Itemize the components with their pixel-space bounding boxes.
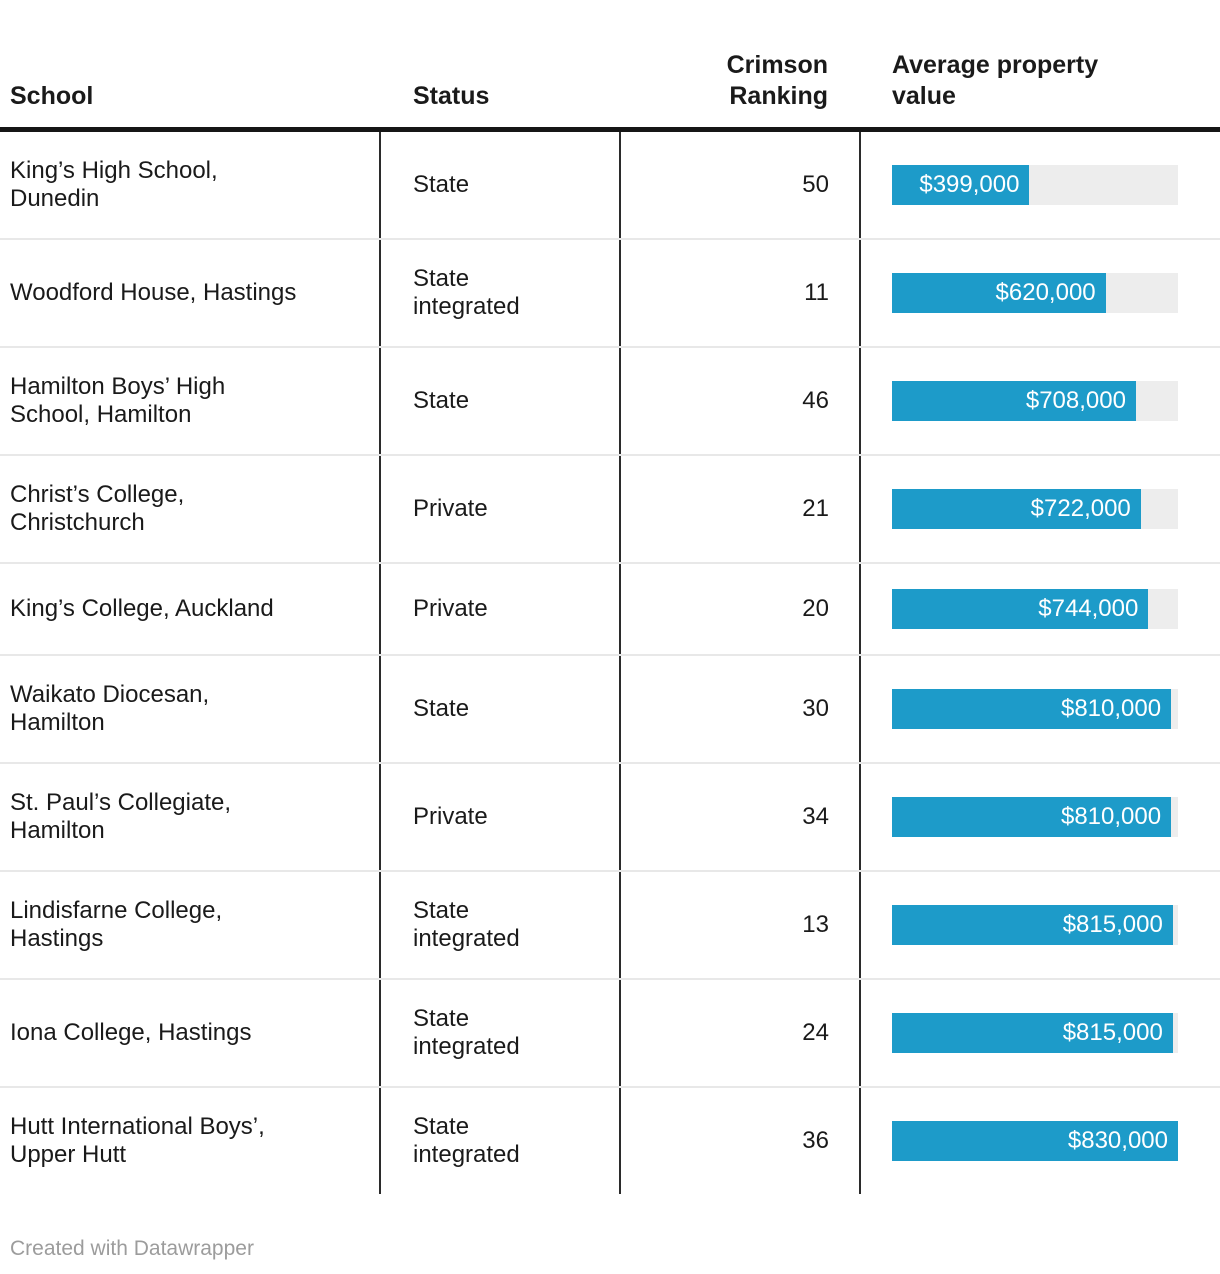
- school-cell: King’s College, Auckland: [10, 595, 274, 622]
- table-row: King’s College, Auckland Private 20 $744,00…: [0, 562, 1220, 654]
- value-cell: $620,000: [859, 240, 1220, 346]
- school-cell: Christ’s College, Christchurch: [10, 481, 185, 536]
- value-bar: $810,000: [892, 689, 1172, 729]
- school-cell: Hamilton Boys’ High School, Hamilton: [10, 373, 226, 428]
- value-bar-label: $708,000: [1025, 387, 1126, 414]
- value-bar-track: $722,000: [892, 489, 1178, 529]
- table-row: Iona College, Hastings State integrated 24…: [0, 978, 1220, 1086]
- ranking-cell: 34: [619, 764, 859, 870]
- value-bar-label: $744,000: [1038, 595, 1139, 622]
- value-bar-label: $620,000: [995, 279, 1096, 306]
- value-bar-track: $810,000: [892, 689, 1178, 729]
- ranking-value: 24: [802, 1019, 829, 1046]
- value-bar-label: $815,000: [1062, 911, 1163, 938]
- table-row: St. Paul’s Collegiate, Hamilton Private 34…: [0, 762, 1220, 870]
- table-row: Waikato Diocesan, Hamilton State 30 $810,00…: [0, 654, 1220, 762]
- value-bar: $744,000: [892, 589, 1149, 629]
- value-bar: $815,000: [892, 1013, 1173, 1053]
- value-bar-track: $399,000: [892, 165, 1178, 205]
- value-cell: $815,000: [859, 980, 1220, 1086]
- school-cell: Hutt International Boys’, Upper Hutt: [10, 1113, 265, 1168]
- status-cell: State integrated: [379, 980, 619, 1086]
- ranking-cell: 13: [619, 872, 859, 978]
- value-cell: $810,000: [859, 764, 1220, 870]
- school-cell: St. Paul’s Collegiate, Hamilton: [10, 789, 232, 844]
- ranking-value: 36: [802, 1127, 829, 1154]
- column-header-value: Average property value: [892, 51, 1099, 110]
- value-cell: $810,000: [859, 656, 1220, 762]
- ranking-cell: 50: [619, 132, 859, 238]
- value-bar: $708,000: [892, 381, 1136, 421]
- table-row: Lindisfarne College, Hastings State integ…: [0, 870, 1220, 978]
- school-cell: Lindisfarne College, Hastings: [10, 897, 223, 952]
- column-header-school: School: [10, 82, 94, 110]
- value-cell: $815,000: [859, 872, 1220, 978]
- status-cell: State: [379, 348, 619, 454]
- value-bar-label: $810,000: [1060, 803, 1162, 830]
- datawrapper-credit-link[interactable]: Created with Datawrapper: [10, 1237, 254, 1260]
- status-cell: Private: [379, 564, 619, 654]
- table-row: Hamilton Boys’ High School, Hamilton Stat…: [0, 346, 1220, 454]
- value-bar: $722,000: [892, 489, 1141, 529]
- value-cell: $830,000: [859, 1088, 1220, 1194]
- value-bar: $815,000: [892, 905, 1173, 945]
- status-cell: Private: [379, 456, 619, 562]
- value-cell: $744,000: [859, 564, 1220, 654]
- table-row: Hutt International Boys’, Upper Hutt Stat…: [0, 1086, 1220, 1194]
- table-row: King’s High School, Dunedin State 50 $399,0…: [0, 132, 1220, 238]
- ranking-value: 30: [802, 695, 829, 722]
- table-body: King’s High School, Dunedin State 50 $399,0…: [0, 132, 1220, 1194]
- value-bar-track: $815,000: [892, 1013, 1178, 1053]
- ranking-cell: 20: [619, 564, 859, 654]
- value-bar-track: $744,000: [892, 589, 1178, 629]
- value-bar: $830,000: [892, 1121, 1178, 1161]
- table-row: Christ’s College, Christchurch Private 21 $…: [0, 454, 1220, 562]
- value-bar-label: $810,000: [1060, 695, 1162, 722]
- ranking-cell: 21: [619, 456, 859, 562]
- table-header-row: School Status Crimson Ranking Average pr…: [0, 0, 1220, 132]
- ranking-cell: 24: [619, 980, 859, 1086]
- column-header-ranking: Crimson Ranking: [726, 51, 828, 110]
- school-cell: Waikato Diocesan, Hamilton: [10, 681, 210, 736]
- table-row: Woodford House, Hastings State integrated…: [0, 238, 1220, 346]
- value-bar: $399,000: [892, 165, 1030, 205]
- ranking-cell: 36: [619, 1088, 859, 1194]
- value-bar: $620,000: [892, 273, 1106, 313]
- ranking-cell: 30: [619, 656, 859, 762]
- value-bar-label: $830,000: [1067, 1127, 1168, 1154]
- value-bar-label: $722,000: [1030, 495, 1131, 522]
- ranking-value: 11: [804, 279, 829, 306]
- ranking-value: 20: [802, 595, 829, 622]
- value-bar: $810,000: [892, 797, 1172, 837]
- ranking-value: 34: [802, 803, 829, 830]
- ranking-value: 13: [802, 911, 829, 938]
- status-cell: State integrated: [379, 1088, 619, 1194]
- value-bar-track: $810,000: [892, 797, 1178, 837]
- ranking-cell: 46: [619, 348, 859, 454]
- value-bar-label: $399,000: [919, 171, 1020, 198]
- value-bar-track: $815,000: [892, 905, 1178, 945]
- value-cell: $399,000: [859, 132, 1220, 238]
- value-bar-track: $830,000: [892, 1121, 1178, 1161]
- value-bar-label: $815,000: [1062, 1019, 1163, 1046]
- school-cell: King’s High School, Dunedin: [10, 157, 218, 212]
- status-cell: State: [379, 132, 619, 238]
- status-cell: Private: [379, 764, 619, 870]
- status-cell: State: [379, 656, 619, 762]
- status-cell: State integrated: [379, 872, 619, 978]
- ranking-value: 46: [802, 387, 829, 414]
- ranking-cell: 11: [619, 240, 859, 346]
- school-cell: Iona College, Hastings: [10, 1019, 252, 1046]
- value-bar-track: $620,000: [892, 273, 1178, 313]
- column-header-status: Status: [413, 82, 490, 110]
- value-cell: $708,000: [859, 348, 1220, 454]
- ranking-value: 50: [802, 171, 829, 198]
- school-cell: Woodford House, Hastings: [10, 279, 297, 306]
- status-cell: State integrated: [379, 240, 619, 346]
- value-cell: $722,000: [859, 456, 1220, 562]
- value-bar-track: $708,000: [892, 381, 1178, 421]
- ranking-value: 21: [802, 495, 829, 522]
